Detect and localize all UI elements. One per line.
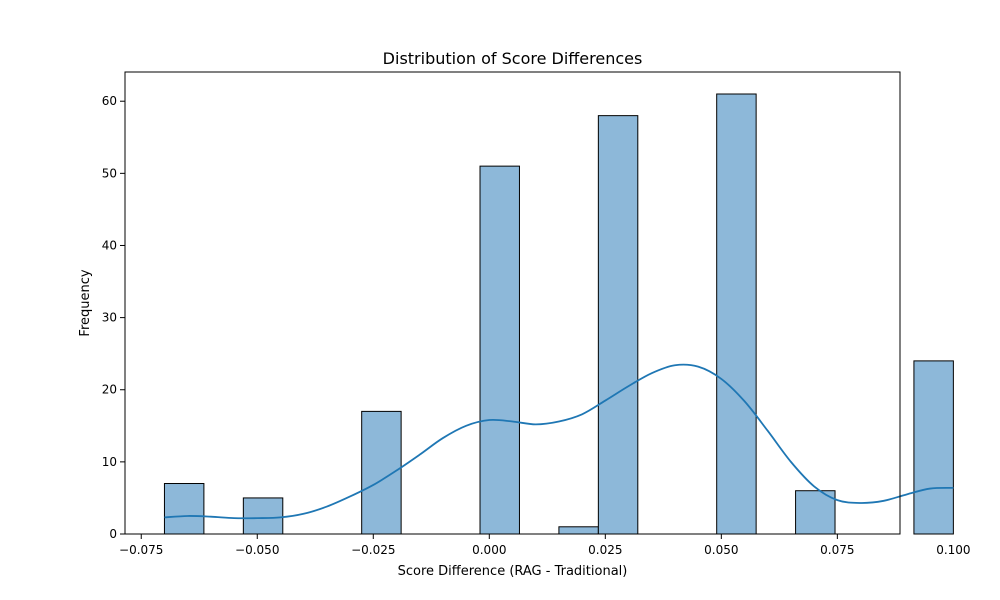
histogram-bars (163, 93, 954, 535)
histogram-bar-6 (716, 93, 757, 535)
histogram-bar-2 (361, 410, 402, 535)
histogram-bar-4 (558, 526, 599, 535)
x-tick-label-4: 0.025 (588, 543, 622, 557)
x-tick-label-5: 0.050 (704, 543, 738, 557)
y-tick-label-2: 20 (102, 383, 117, 397)
chart-title: Distribution of Score Differences (383, 49, 643, 68)
x-axis: −0.075 −0.050 −0.025 0.000 0.025 0.050 0.075 0.… (119, 534, 971, 557)
x-tick-label-3: 0.000 (472, 543, 506, 557)
x-tick-label-1: −0.050 (235, 543, 279, 557)
y-tick-label-1: 10 (102, 455, 117, 469)
x-tick-label-2: −0.025 (351, 543, 395, 557)
y-tick-label-3: 30 (102, 311, 117, 325)
y-tick-label-5: 50 (102, 166, 117, 180)
plot-area-frame (124, 71, 901, 535)
histogram-bar-1 (242, 497, 284, 535)
histogram-bar-0 (163, 483, 205, 535)
histogram-bar-5 (597, 115, 639, 535)
x-tick-label-6: 0.075 (820, 543, 854, 557)
histogram-bar-7 (795, 490, 836, 535)
histogram-bar-8 (913, 360, 954, 535)
y-axis: 0 10 20 30 40 50 60 (102, 94, 125, 541)
y-tick-label-6: 60 (102, 94, 117, 108)
y-axis-label: Frequency (78, 269, 93, 336)
x-tick-label-0: −0.075 (119, 543, 163, 557)
y-tick-label-0: 0 (109, 527, 117, 541)
y-tick-label-4: 40 (102, 238, 117, 252)
kde-curve (164, 363, 954, 520)
x-tick-label-7: 0.100 (936, 543, 970, 557)
histogram-bar-3 (479, 165, 520, 535)
x-axis-label: Score Difference (RAG - Traditional) (398, 564, 628, 579)
